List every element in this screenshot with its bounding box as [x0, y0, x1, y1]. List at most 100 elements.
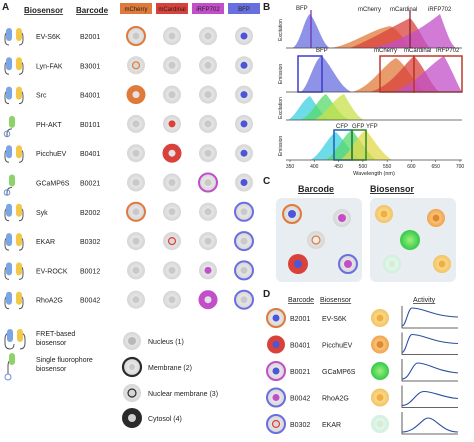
location-nucleus-label: Nucleus (1) — [148, 339, 184, 346]
label-irfp702-top: iRFP702 — [428, 7, 452, 13]
excitation-plot-top: Excitation BFP mCherry mCardinal iRFP702 — [278, 6, 462, 49]
anchor-icon — [4, 373, 12, 381]
biosensor-cell-5-nucleus — [438, 260, 446, 268]
cytosol-nucleus-icon — [128, 414, 136, 422]
single-fluorophore-legend: Single fluorophore biosensor — [4, 353, 93, 381]
biosensor-row: Lyn-FAK B3001 — [4, 56, 253, 75]
single-fluorophore-icon — [9, 174, 15, 187]
biosensor-cell-nucleus — [376, 420, 384, 428]
activity-trace — [401, 390, 459, 407]
cell-nucleus — [204, 208, 212, 216]
biosensor-cell — [371, 362, 389, 380]
biosensor-cell-nucleus — [376, 394, 384, 401]
cell-nucleus — [168, 208, 176, 216]
wavelength-ticks: 350 400 450 500 550 600 650 700 — [286, 160, 464, 170]
label-mcardinal-bottom: mCardinal — [404, 48, 431, 54]
panel-a-rows: EV-S6K B2001 Lyn-FAK B3001 Src B4001 PH-AKT B01… — [3, 26, 254, 310]
wavelength-tick-label: 450 — [334, 164, 343, 170]
fret-donor-icon — [6, 203, 12, 217]
cell-nucleus — [240, 296, 248, 304]
panel-c-label: C — [263, 176, 270, 187]
cell-nucleus — [132, 296, 140, 304]
fret-acceptor-icon — [16, 28, 22, 41]
cell-nucleus — [168, 32, 176, 40]
channel-label-2: iRFP702 — [196, 7, 220, 13]
barcode-cell-1-nucleus — [288, 210, 296, 218]
panel-d-barcode: B0042 — [290, 396, 310, 403]
wavelength-tick-label: 350 — [286, 164, 295, 170]
panel-d-label: D — [263, 289, 270, 300]
channel-header-2 — [192, 3, 224, 14]
panel-d-barcode: B2001 — [290, 316, 310, 323]
single-legend-line2: biosensor — [36, 366, 67, 373]
anchor-icon — [3, 189, 11, 196]
ylabel-excitation-bottom: Excitation — [278, 97, 284, 119]
biosensor-field — [370, 198, 456, 282]
biosensor-cell-1-nucleus — [380, 210, 388, 218]
fret-donor-icon — [6, 57, 12, 71]
activity-axes — [401, 332, 458, 355]
fret-donor-icon — [6, 28, 12, 41]
activity-axes — [401, 385, 458, 408]
panel-d-biosensor-header: Biosensor — [320, 297, 352, 304]
biosensor-cell-2-nucleus — [432, 214, 440, 222]
barcode-cell-4-nucleus — [294, 260, 302, 268]
barcode-code: B0012 — [80, 268, 100, 275]
barcode-code: B0302 — [80, 239, 100, 246]
label-mcardinal-top: mCardinal — [390, 7, 417, 13]
biosensor-cell-nucleus — [376, 341, 384, 348]
panel-d-biosensor: EKAR — [322, 422, 341, 429]
cell-nuclear-membrane — [167, 237, 177, 246]
biosensor-title: Biosensor — [370, 184, 415, 194]
biosensor-row: EKAR B0302 — [4, 231, 254, 252]
barcode-title: Barcode — [298, 184, 334, 194]
xlabel-wavelength: Wavelength (nm) — [353, 171, 395, 177]
fret-acceptor-icon — [16, 262, 22, 276]
biosensor-row: EV-S6K B2001 — [4, 26, 253, 46]
cell-nucleus — [204, 120, 212, 128]
biosensor-row: Syk B2002 — [4, 201, 254, 222]
activity-trace — [401, 307, 459, 327]
cell-nucleus — [240, 149, 248, 157]
label-yfp: YFP — [366, 124, 378, 130]
bfp-emission-curve — [300, 56, 352, 92]
fret-acceptor-icon — [16, 291, 22, 305]
channel-label-1: mCardinal — [158, 7, 185, 13]
wavelength-tick-label: 400 — [310, 164, 319, 170]
biosensor-row: PicchuEV B0401 — [4, 143, 253, 163]
fret-donor-icon — [6, 145, 12, 159]
wavelength-tick-label: 650 — [432, 164, 441, 170]
activity-row: B2001 EV-S6K — [266, 306, 459, 329]
biosensor-name: PicchuEV — [36, 151, 67, 158]
barcode-cell-2-nucleus — [338, 214, 346, 222]
single-fluorophore-icon — [9, 353, 15, 365]
location-nuclear-membrane-label: Nuclear membrane (3) — [148, 391, 218, 398]
biosensor-name: Lyn-FAK — [36, 63, 63, 70]
activity-trace — [401, 417, 459, 433]
wavelength-tick-label: 600 — [407, 164, 416, 170]
fret-donor-icon — [6, 291, 12, 305]
biosensor-row: RhoA2G B0042 — [4, 289, 254, 310]
emission-plot-top: Emission BFP mCherry mCardinal iRFP702 — [278, 48, 463, 93]
panel-d-barcode-header: Barcode — [288, 297, 314, 304]
label-mcherry-top: mCherry — [358, 7, 381, 13]
activity-trace — [401, 333, 459, 354]
cell-nucleus — [240, 61, 248, 69]
biosensor-row: GCaMP6S B0021 — [3, 172, 253, 196]
panel-d-biosensor: PicchuEV — [322, 343, 353, 350]
cell-nucleus — [132, 91, 140, 99]
fret-legend-line2: biosensor — [36, 340, 67, 347]
cell-nucleus — [240, 179, 248, 186]
biosensor-cell-3 — [400, 230, 420, 250]
biosensor-name: Src — [36, 93, 47, 100]
barcode-cell-nucleus — [272, 341, 280, 348]
label-mcherry-bottom: mCherry — [374, 48, 397, 54]
barcode-cell-3-nucleus — [311, 235, 321, 245]
fret-acceptor-icon — [17, 329, 23, 342]
biosensor-name: Syk — [36, 210, 48, 217]
location-membrane-label: Membrane (2) — [148, 365, 192, 372]
panel-d-barcode: B0021 — [290, 369, 310, 376]
channel-headers: mCherry mCardinal iRFP702 BFP — [120, 3, 260, 14]
barcode-code: B0101 — [80, 122, 100, 129]
barcode-code: B2001 — [80, 34, 100, 41]
